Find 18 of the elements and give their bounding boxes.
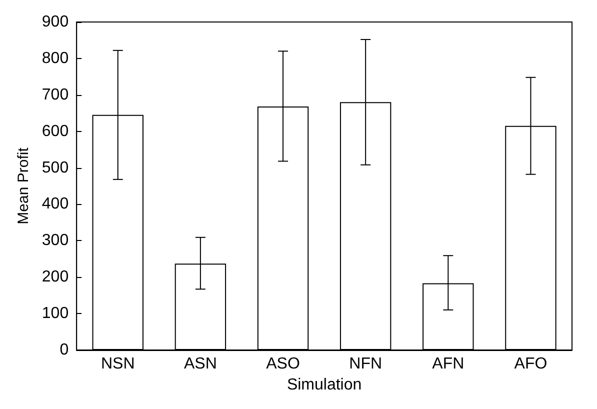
- y-tick-label: 300: [42, 232, 69, 250]
- x-tick-label: NSN: [100, 356, 135, 372]
- x-tick-label: ASN: [184, 356, 217, 372]
- y-tick-label: 700: [42, 86, 69, 104]
- x-tick-label: AFN: [432, 356, 464, 372]
- y-tick-label: 100: [42, 305, 69, 322]
- y-tick-label: 0: [60, 342, 69, 358]
- y-tick-label: 500: [42, 159, 69, 176]
- y-tick-label: 400: [42, 196, 69, 213]
- x-tick-label: NFN: [349, 356, 382, 372]
- y-tick-label: 600: [42, 122, 69, 140]
- y-tick-label: 900: [42, 14, 69, 30]
- x-tick-label: AFO: [514, 356, 548, 372]
- x-axis-title: Simulation: [286, 376, 362, 394]
- y-tick-label: 800: [42, 50, 69, 67]
- y-tick-label: 200: [42, 268, 69, 286]
- y-axis-title: Mean Profit: [15, 146, 32, 224]
- x-tick-label: ASO: [266, 356, 300, 372]
